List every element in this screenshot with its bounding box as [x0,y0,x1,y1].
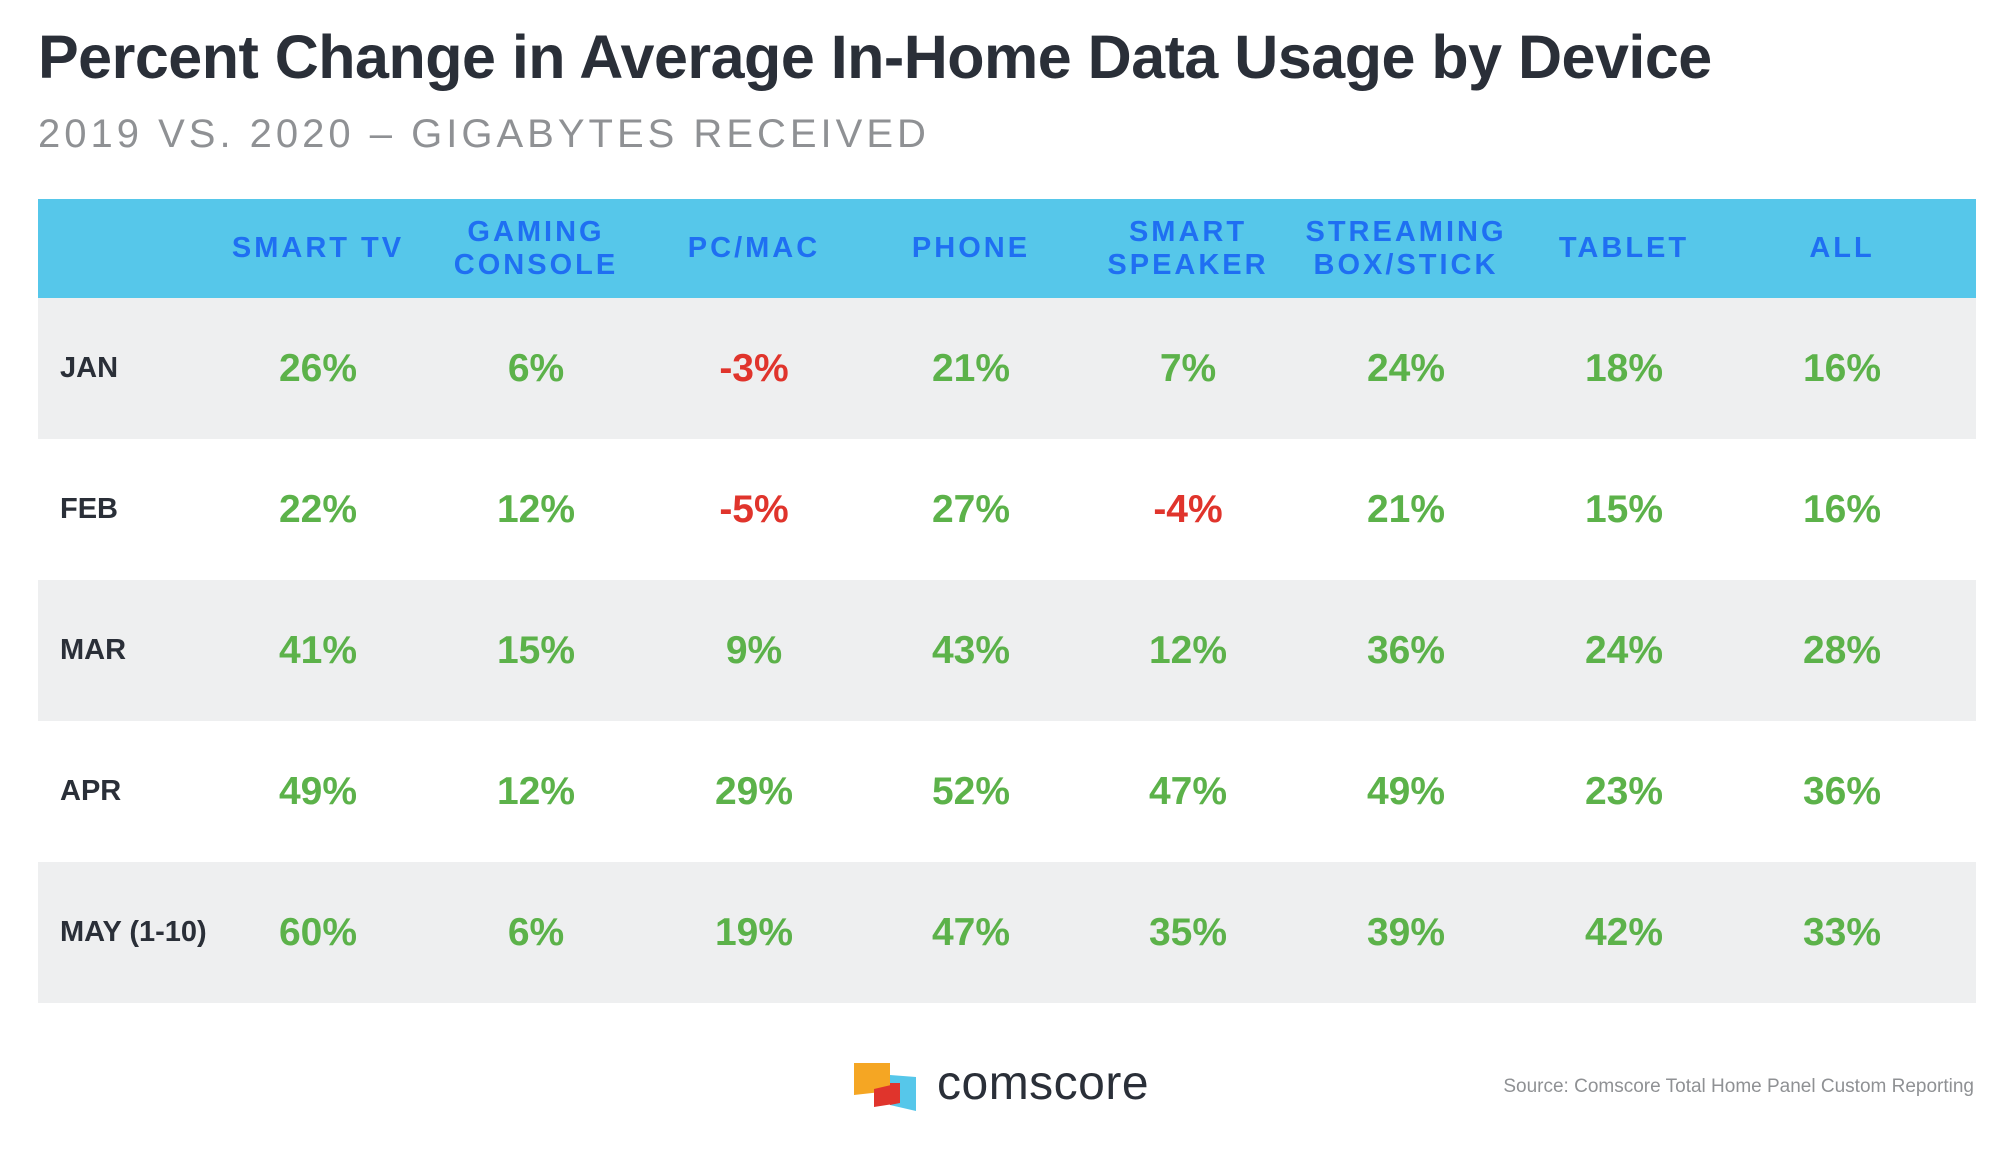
column-header: STREAMING BOX/STICK [1305,215,1507,281]
value-cell: 19% [714,910,794,954]
comscore-logo-icon [854,1063,916,1111]
column-header: PC/MAC [687,232,821,264]
value-cell: 24% [1366,346,1446,390]
value-cell: 43% [931,628,1011,672]
value-cell: 6% [507,910,565,954]
column-header: ALL [1809,232,1875,264]
value-cell: 18% [1584,346,1664,390]
value-cell: 36% [1366,628,1446,672]
value-cell: 26% [278,346,358,390]
table-row: FEB 22% 12% -5% 27% -4% 21% 15% 16% [38,439,1976,580]
value-cell: 36% [1802,769,1882,813]
value-cell: 52% [931,769,1011,813]
value-cell: 41% [278,628,358,672]
column-header: TABLET [1558,232,1690,264]
value-cell: -5% [719,487,789,531]
value-cell: 15% [1584,487,1664,531]
value-cell: 9% [725,628,783,672]
value-cell: 15% [496,628,576,672]
source-note: Source: Comscore Total Home Panel Custom… [1503,1076,1974,1097]
row-label: APR [60,775,122,807]
value-cell: 16% [1802,346,1882,390]
value-cell: 39% [1366,910,1446,954]
table-row: APR 49% 12% 29% 52% 47% 49% 23% 36% [38,721,1976,862]
value-cell: 6% [507,346,565,390]
value-cell: -3% [719,346,789,390]
value-cell: 24% [1584,628,1664,672]
value-cell: 21% [931,346,1011,390]
value-cell: 47% [1148,769,1228,813]
value-cell: 35% [1148,910,1228,954]
value-cell: 47% [931,910,1011,954]
value-cell: 28% [1802,628,1882,672]
column-header: SMART TV [231,232,405,264]
value-cell: 7% [1159,346,1217,390]
data-table: SMART TV GAMING CONSOLE PC/MAC PHONE SMART S… [38,199,1976,1003]
row-label: JAN [60,352,119,384]
table-row: JAN 26% 6% -3% 21% 7% 24% 18% 16% [38,298,1976,439]
table-row: MAY (1-10) 60% 6% 19% 47% 35% 39% 42% 33% [38,862,1976,1003]
column-header: PHONE [911,232,1031,264]
value-cell: 12% [1148,628,1228,672]
value-cell: 23% [1584,769,1664,813]
value-cell: 60% [278,910,358,954]
value-cell: 29% [714,769,794,813]
row-label: MAY (1-10) [60,916,207,948]
table-row: MAR 41% 15% 9% 43% 12% 36% 24% 28% [38,580,1976,721]
value-cell: 27% [931,487,1011,531]
value-cell: 42% [1584,910,1664,954]
value-cell: -4% [1153,487,1223,531]
value-cell: 49% [278,769,358,813]
value-cell: 21% [1366,487,1446,531]
comscore-logo-text: comscore [937,1057,1150,1110]
column-header: SMART SPEAKER [1107,215,1269,281]
value-cell: 49% [1366,769,1446,813]
chart-subtitle: 2019 VS. 2020 – GIGABYTES RECEIVED [38,112,930,156]
table-header-row: SMART TV GAMING CONSOLE PC/MAC PHONE SMART S… [38,199,1976,298]
table-body: JAN 26% 6% -3% 21% 7% 24% 18% 16% FEB 22% 12% -5% 27%… [38,298,1976,1003]
chart-title: Percent Change in Average In-Home Data U… [38,23,1712,91]
column-header: GAMING CONSOLE [453,215,619,281]
row-label: FEB [60,493,118,525]
row-label: MAR [60,634,127,666]
value-cell: 12% [496,487,576,531]
value-cell: 33% [1802,910,1882,954]
value-cell: 12% [496,769,576,813]
value-cell: 16% [1802,487,1882,531]
value-cell: 22% [278,487,358,531]
